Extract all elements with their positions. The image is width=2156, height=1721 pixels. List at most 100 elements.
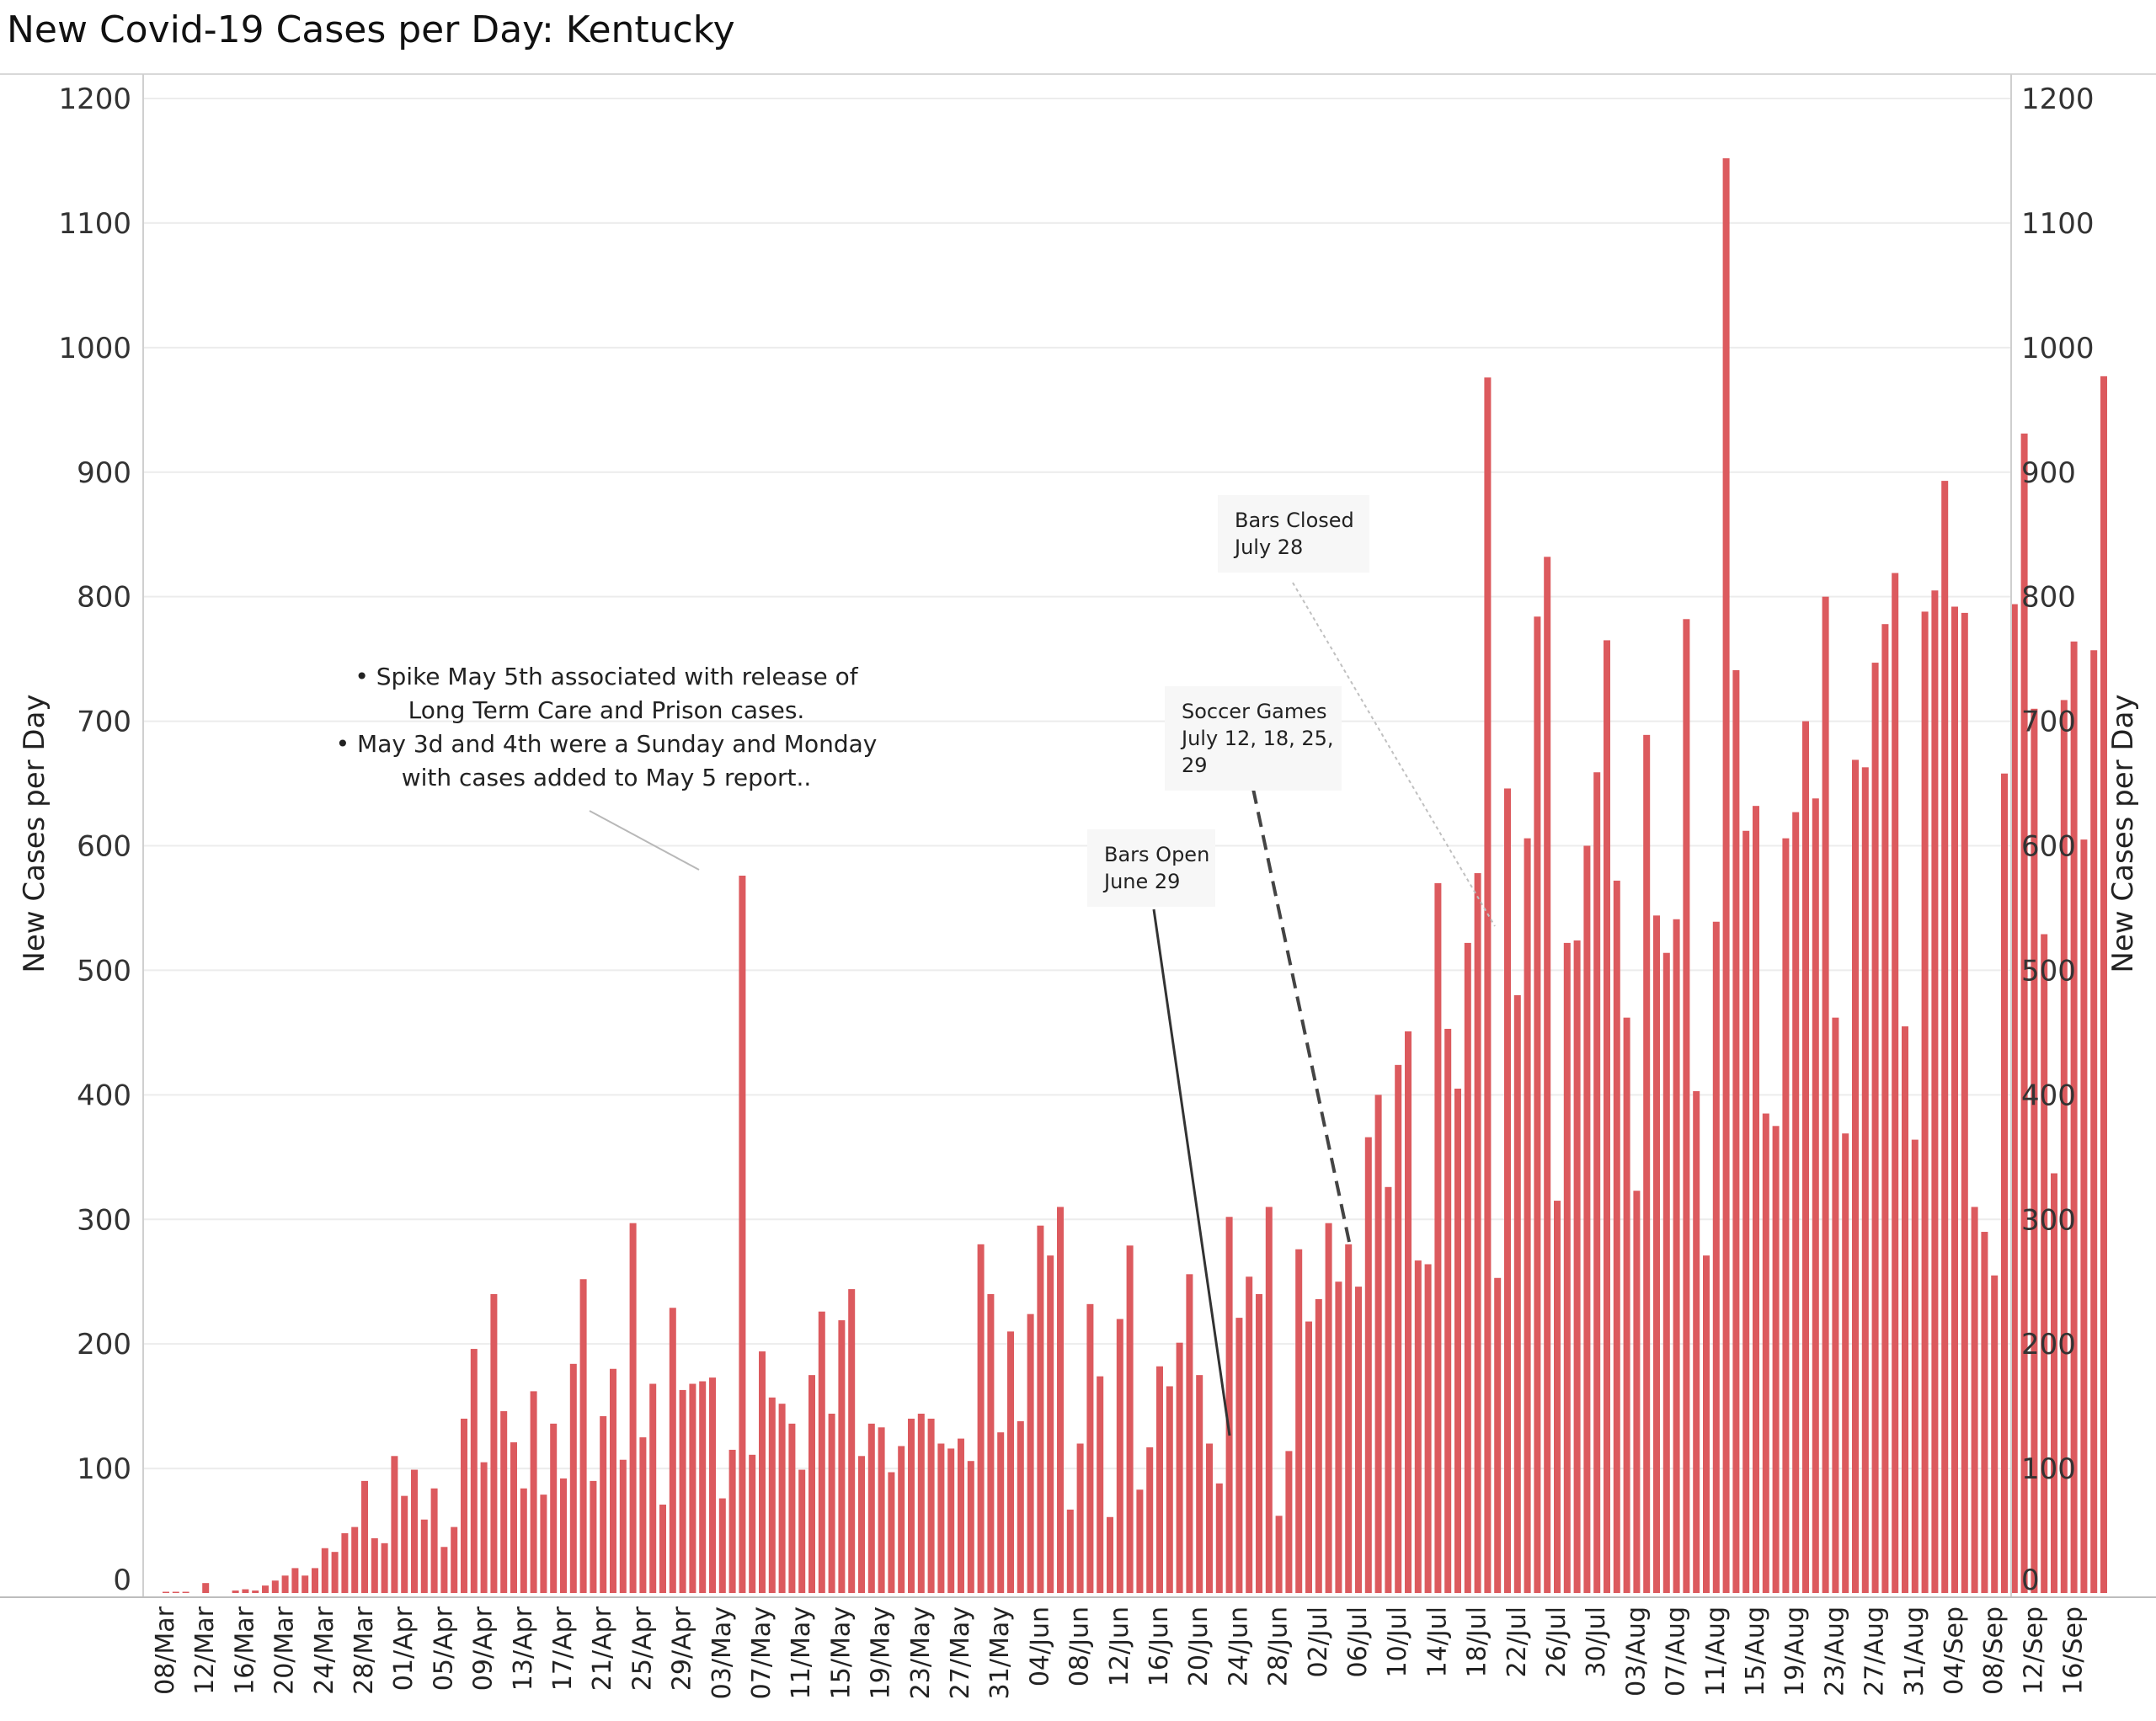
bar [1504, 788, 1511, 1593]
bar [908, 1418, 915, 1593]
x-tick-label: 12/Jun [1105, 1606, 1134, 1686]
x-tick-label: 26/Jul [1542, 1606, 1572, 1677]
x-tick-label: 18/Jul [1463, 1606, 1492, 1677]
bar [1345, 1244, 1353, 1593]
y-tick-label-left: 1100 [58, 207, 131, 241]
bar [470, 1349, 478, 1593]
bar [977, 1244, 985, 1593]
annotation-line: June 29 [1104, 870, 1181, 893]
axes [0, 74, 2156, 1598]
bar [967, 1461, 974, 1593]
bar [281, 1575, 289, 1593]
x-tick-label: 16/Mar [230, 1606, 259, 1695]
bar [1086, 1303, 1094, 1593]
x-tick-label: 03/May [707, 1606, 737, 1699]
bar [1176, 1342, 1183, 1593]
bar [510, 1442, 517, 1593]
x-tick-label: 19/May [867, 1606, 896, 1699]
bar [947, 1448, 955, 1593]
bar [848, 1289, 856, 1593]
bar [1782, 838, 1790, 1594]
bar [1683, 619, 1690, 1593]
bar [1961, 612, 1968, 1593]
bar [291, 1568, 299, 1593]
bar [1991, 1275, 1999, 1593]
y-tick-label-right: 0 [2021, 1564, 2040, 1597]
bar [898, 1446, 905, 1593]
bar [878, 1427, 885, 1593]
bar [659, 1504, 666, 1593]
annotation-line: Soccer Games [1182, 700, 1327, 723]
bar [1066, 1509, 1074, 1593]
bar [2001, 773, 2008, 1593]
x-tick-label: 20/Jun [1184, 1606, 1214, 1686]
bar [778, 1404, 786, 1593]
bar [1484, 377, 1492, 1594]
bar [1444, 1028, 1452, 1593]
y-tick-label-left: 1200 [58, 83, 131, 116]
bar [1315, 1298, 1322, 1593]
annotation-bars-closed: Bars Closed July 28 [1218, 495, 1369, 573]
bar [2100, 376, 2107, 1594]
x-tick-label: 15/May [826, 1606, 856, 1699]
bar [1047, 1255, 1054, 1593]
bar [1295, 1249, 1303, 1593]
bar [679, 1389, 686, 1593]
bar [1474, 873, 1481, 1593]
x-tick-label: 14/Jul [1422, 1606, 1452, 1677]
bar [1812, 798, 1819, 1593]
x-tick-label: 04/Jun [1025, 1606, 1054, 1686]
bar [1573, 940, 1581, 1593]
bar [2041, 934, 2048, 1593]
x-tick-label: 11/May [787, 1606, 816, 1699]
bar [1076, 1443, 1084, 1593]
bar [1007, 1331, 1014, 1594]
annotation-line: Bars Closed [1235, 509, 1354, 532]
bar [182, 1591, 189, 1593]
spike-leader-line [589, 810, 700, 871]
bar [579, 1279, 587, 1593]
bar [1881, 624, 1889, 1594]
bar [1673, 919, 1680, 1593]
bar [1544, 557, 1551, 1593]
y-tick-label-right: 900 [2021, 456, 2076, 490]
bar [391, 1456, 398, 1593]
bar [569, 1363, 577, 1593]
bar [480, 1462, 488, 1593]
bar [1822, 596, 1829, 1594]
x-tick-label: 09/Apr [469, 1606, 499, 1691]
bar [361, 1480, 368, 1594]
bar [828, 1414, 835, 1593]
bar [351, 1527, 359, 1593]
y-axis-label-right: New Cases per Day [2106, 694, 2140, 972]
bar [759, 1351, 766, 1593]
bar [1116, 1319, 1123, 1593]
bar [2060, 700, 2068, 1594]
bar [749, 1454, 756, 1593]
bar [1405, 1031, 1412, 1593]
bar [331, 1552, 339, 1593]
bar [1126, 1245, 1134, 1593]
bar [1762, 1113, 1769, 1593]
y-tick-label-right: 1200 [2021, 83, 2095, 116]
bar [1712, 921, 1720, 1593]
y-tick-label-left: 800 [77, 581, 131, 615]
bar [2051, 1173, 2057, 1593]
bar [271, 1580, 279, 1593]
bar [461, 1418, 467, 1593]
bar [411, 1469, 418, 1593]
bar [788, 1423, 796, 1593]
bar [1355, 1287, 1362, 1594]
bar [1513, 995, 1521, 1593]
bar [739, 876, 746, 1593]
bar [1434, 882, 1442, 1594]
bar [1981, 1232, 1988, 1593]
bar [808, 1375, 815, 1593]
annotation-bars-open: Bars Open June 29 [1087, 829, 1215, 907]
bar [629, 1223, 637, 1593]
y-tick-label-left: 300 [77, 1203, 131, 1237]
bar [560, 1478, 567, 1593]
bar [1941, 481, 1949, 1593]
bar [1653, 915, 1660, 1593]
